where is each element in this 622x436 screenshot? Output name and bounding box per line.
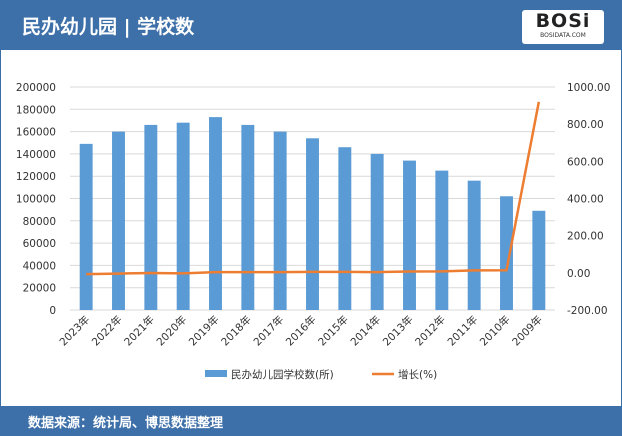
bar xyxy=(176,122,190,311)
bar xyxy=(209,117,222,310)
left-tick-label: 180000 xyxy=(16,104,56,116)
right-tick-label: 800.00 xyxy=(567,119,604,131)
footer-bar: 数据来源：统计局、博思数据整理 xyxy=(0,406,622,436)
left-tick-label: 20000 xyxy=(23,283,56,295)
bosi-logo: BOSi BOSIDATA.COM xyxy=(522,10,604,44)
x-tick-label: 2020年 xyxy=(154,313,190,349)
data-source: 数据来源：统计局、博思数据整理 xyxy=(28,416,224,431)
x-tick-label: 2019年 xyxy=(186,313,222,349)
bar xyxy=(306,138,319,310)
left-tick-label: 100000 xyxy=(16,194,56,206)
right-tick-label: 600.00 xyxy=(567,156,604,168)
right-tick-label: -200.00 xyxy=(567,305,608,317)
legend-label-line: 增长(%) xyxy=(398,368,437,381)
x-tick-label: 2014年 xyxy=(348,313,384,349)
bar xyxy=(112,131,125,310)
left-tick-label: 120000 xyxy=(16,171,56,183)
x-tick-label: 2010年 xyxy=(477,313,513,349)
left-tick-label: 40000 xyxy=(23,260,56,272)
x-tick-label: 2023年 xyxy=(57,313,93,349)
right-tick-label: 0.00 xyxy=(567,268,590,280)
bar xyxy=(144,124,158,310)
header-bar: 民办幼儿园 | 学校数 BOSi BOSIDATA.COM xyxy=(0,0,622,50)
bar xyxy=(79,143,93,310)
x-tick-label: 2011年 xyxy=(445,313,481,349)
bar xyxy=(467,180,481,310)
x-tick-label: 2021年 xyxy=(121,313,157,349)
left-tick-label: 80000 xyxy=(23,216,56,228)
bar xyxy=(500,196,513,310)
x-tick-label: 2018年 xyxy=(218,313,254,349)
x-tick-label: 2009年 xyxy=(509,313,545,349)
legend-label-bar: 民办幼儿园学校数(所) xyxy=(231,368,334,381)
bar xyxy=(370,153,384,310)
left-tick-label: 160000 xyxy=(16,127,56,139)
bar xyxy=(273,131,287,310)
x-tick-label: 2022年 xyxy=(89,313,125,349)
right-tick-label: 400.00 xyxy=(567,194,604,206)
right-tick-label: 1000.00 xyxy=(567,82,610,94)
legend-swatch-bar xyxy=(205,370,227,377)
x-tick-label: 2015年 xyxy=(315,313,351,349)
x-tick-label: 2016年 xyxy=(283,313,319,349)
left-tick-label: 140000 xyxy=(16,149,56,161)
x-tick-label: 2017年 xyxy=(251,313,287,349)
left-tick-label: 0 xyxy=(49,305,56,317)
bar xyxy=(435,170,449,310)
left-tick-label: 60000 xyxy=(23,238,56,250)
bar xyxy=(403,160,416,310)
x-tick-label: 2013年 xyxy=(380,313,416,349)
page-title: 民办幼儿园 | 学校数 xyxy=(22,16,195,38)
bar xyxy=(338,147,352,310)
right-tick-label: 200.00 xyxy=(567,231,604,243)
bar xyxy=(532,210,546,310)
x-tick-label: 2012年 xyxy=(412,313,448,349)
left-tick-label: 200000 xyxy=(16,82,56,94)
bar xyxy=(241,124,255,310)
